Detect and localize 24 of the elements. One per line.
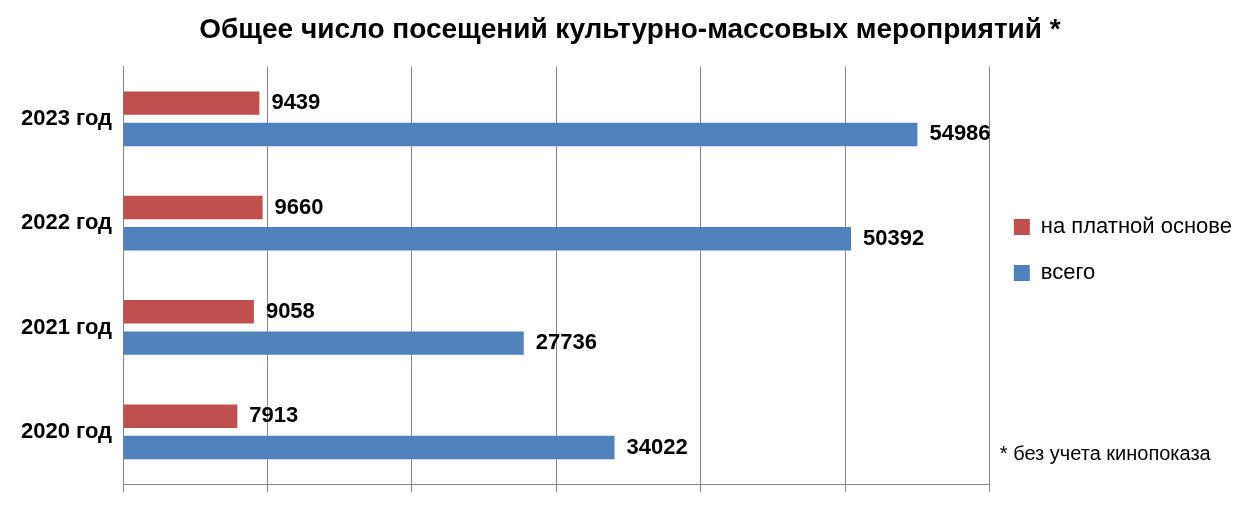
data-label: 27736 — [535, 329, 597, 355]
y-tick-label: 2021 год — [20, 313, 113, 339]
data-label: 34022 — [626, 433, 688, 459]
bar — [123, 122, 918, 147]
bar — [123, 404, 238, 428]
bar — [123, 300, 254, 324]
bar — [123, 195, 263, 220]
data-label: 7913 — [249, 402, 299, 428]
data-label: 50392 — [863, 224, 925, 250]
text: * без учета кинопоказа — [999, 441, 1212, 464]
bar — [123, 227, 852, 251]
y-tick-label: 2020 год — [20, 417, 113, 443]
chart-title: Общее число посещений культурно-массовых мероприятий * — [199, 12, 1061, 44]
legend-label: всего — [1040, 259, 1096, 285]
data-label: 54986 — [929, 120, 991, 146]
data-label: 9660 — [274, 193, 324, 219]
bar — [123, 331, 524, 355]
legend-label: на платной основе — [1040, 213, 1233, 239]
bar — [123, 435, 615, 460]
y-tick-label: 2022 год — [20, 209, 113, 235]
bar — [123, 91, 260, 115]
data-label: 9439 — [271, 89, 321, 115]
y-tick-label: 2023 год — [20, 104, 113, 130]
data-label: 9058 — [265, 297, 315, 323]
